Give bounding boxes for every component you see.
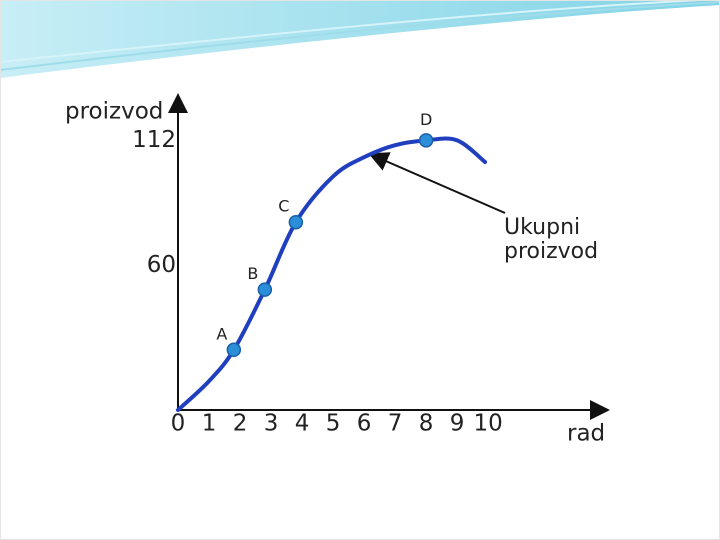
x-tick-label: 3 <box>264 411 279 437</box>
x-tick-label: 10 <box>474 411 503 437</box>
point-label: C <box>278 197 289 216</box>
point-label: A <box>216 324 227 343</box>
x-tick-label: 8 <box>419 411 434 437</box>
x-axis-label: rad <box>567 421 605 447</box>
x-tick-label: 4 <box>295 411 310 437</box>
x-tick-label: 7 <box>388 411 403 437</box>
point <box>257 282 273 297</box>
y-axis-label: proizvod <box>65 99 163 125</box>
point <box>288 214 304 230</box>
x-tick-label: 9 <box>450 411 465 437</box>
x-tick-label: 1 <box>202 411 217 437</box>
curve <box>176 136 488 412</box>
y-tick-label: 60 <box>147 252 176 278</box>
annotation: Ukupni proizvod <box>504 215 598 264</box>
y-tick-label: 112 <box>132 127 176 153</box>
x-tick-label: 2 <box>233 411 248 437</box>
point-label: D <box>420 110 432 129</box>
point-label: B <box>247 264 258 283</box>
x-tick-label: 5 <box>326 411 341 437</box>
point <box>226 342 242 358</box>
banner <box>0 0 720 78</box>
x-tick-label: 6 <box>357 411 372 437</box>
x-tick-label: 0 <box>171 411 186 437</box>
point <box>418 133 434 148</box>
annotation-arrow <box>368 152 506 214</box>
